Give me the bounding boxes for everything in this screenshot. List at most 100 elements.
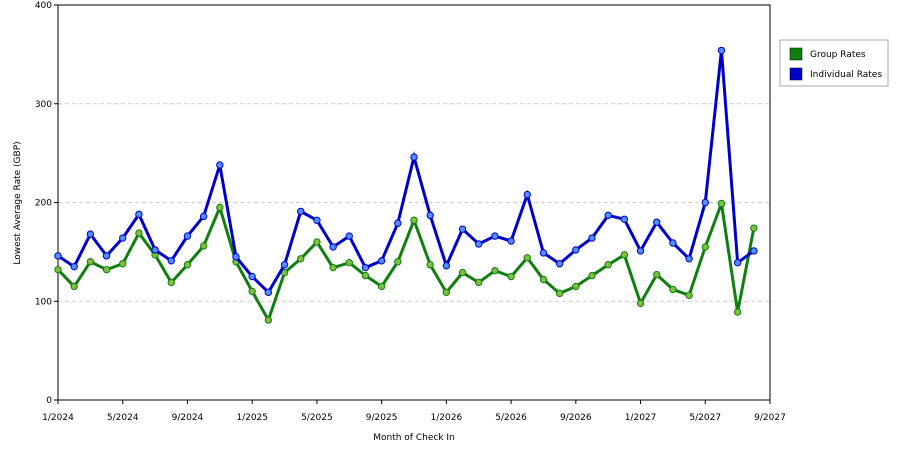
data-point (555, 260, 564, 268)
data-point (345, 259, 353, 267)
data-point (669, 285, 677, 294)
series-line (56, 202, 756, 324)
data-point (102, 252, 111, 260)
x-axis-label: Month of Check In (373, 433, 455, 443)
data-point (264, 316, 273, 324)
data-point (491, 232, 499, 240)
x-tick-label: 9/2024 (172, 413, 204, 423)
series-line (57, 50, 755, 295)
x-tick-label: 1/2025 (236, 413, 268, 423)
data-point (555, 289, 564, 298)
data-point (135, 210, 143, 219)
data-point (361, 263, 370, 272)
data-point (636, 247, 645, 255)
x-tick-label: 1/2027 (625, 413, 657, 423)
data-point (151, 246, 159, 254)
x-tick-label: 5/2027 (689, 413, 721, 423)
data-point (329, 263, 337, 272)
legend-label: Group Rates (810, 50, 866, 60)
data-point (701, 243, 709, 251)
data-point (394, 219, 402, 227)
x-tick-label: 1/2026 (431, 413, 463, 423)
data-point (54, 252, 62, 260)
data-point (604, 211, 612, 220)
legend-swatch (789, 47, 803, 61)
data-point (588, 271, 596, 280)
data-point (733, 259, 742, 267)
data-point (717, 199, 726, 208)
data-point (604, 261, 612, 269)
data-point (280, 261, 289, 269)
data-point (199, 212, 208, 221)
data-point (588, 234, 596, 242)
x-tick-label: 1/2024 (42, 413, 74, 423)
data-point (394, 258, 402, 266)
data-point (507, 237, 515, 245)
data-point (539, 275, 548, 284)
data-point (199, 242, 208, 250)
data-point (329, 243, 337, 251)
data-point (426, 211, 434, 220)
data-point (620, 251, 629, 259)
data-point (216, 203, 224, 212)
data-point (701, 198, 709, 207)
data-point (361, 271, 370, 280)
data-point (685, 291, 693, 300)
data-point (458, 225, 467, 233)
data-point (685, 255, 693, 263)
y-tick-label: 0 (46, 396, 52, 406)
data-point (410, 153, 418, 161)
data-point (539, 249, 548, 257)
data-point (442, 262, 451, 270)
data-point (653, 218, 661, 226)
data-point (507, 272, 515, 281)
data-point (183, 232, 192, 240)
legend-swatch (789, 67, 803, 81)
data-point (523, 254, 531, 262)
data-point (377, 282, 386, 291)
data-point (636, 299, 645, 307)
data-point (167, 278, 175, 287)
data-point (102, 265, 111, 274)
x-tick-label: 5/2024 (107, 413, 139, 423)
data-point (86, 258, 95, 266)
x-tick-label: 9/2026 (560, 413, 592, 423)
data-point (669, 239, 677, 247)
data-point (491, 266, 499, 275)
data-point (442, 288, 451, 297)
x-tick-label: 9/2027 (754, 413, 786, 423)
data-point (345, 232, 353, 240)
data-point (232, 253, 240, 261)
data-point (216, 161, 224, 169)
data-point (620, 215, 629, 223)
data-point (653, 270, 661, 279)
data-point (313, 216, 321, 224)
plot-frame (57, 4, 771, 401)
legend-label: Individual Rates (810, 70, 882, 80)
y-tick-label: 400 (35, 1, 52, 11)
data-point (297, 207, 305, 216)
data-point (119, 260, 127, 268)
data-point (410, 216, 418, 224)
data-point (70, 282, 78, 291)
data-point (572, 246, 580, 254)
y-tick-label: 200 (35, 199, 52, 209)
data-point (183, 261, 192, 269)
data-point (377, 257, 386, 265)
x-tick-label: 5/2026 (495, 413, 527, 423)
x-tick-label: 5/2025 (301, 413, 333, 423)
data-point (297, 255, 305, 263)
data-point (426, 261, 434, 269)
data-point (717, 46, 726, 55)
data-point (248, 272, 256, 281)
y-tick-label: 300 (35, 100, 52, 110)
data-point (54, 265, 62, 274)
data-point (750, 247, 758, 255)
data-point (313, 238, 321, 246)
data-point (119, 234, 127, 242)
data-point (733, 308, 742, 316)
x-tick-label: 9/2025 (366, 413, 398, 423)
data-point (135, 229, 143, 237)
y-axis-label: Lowest Average Rate (GBP) (13, 141, 23, 264)
